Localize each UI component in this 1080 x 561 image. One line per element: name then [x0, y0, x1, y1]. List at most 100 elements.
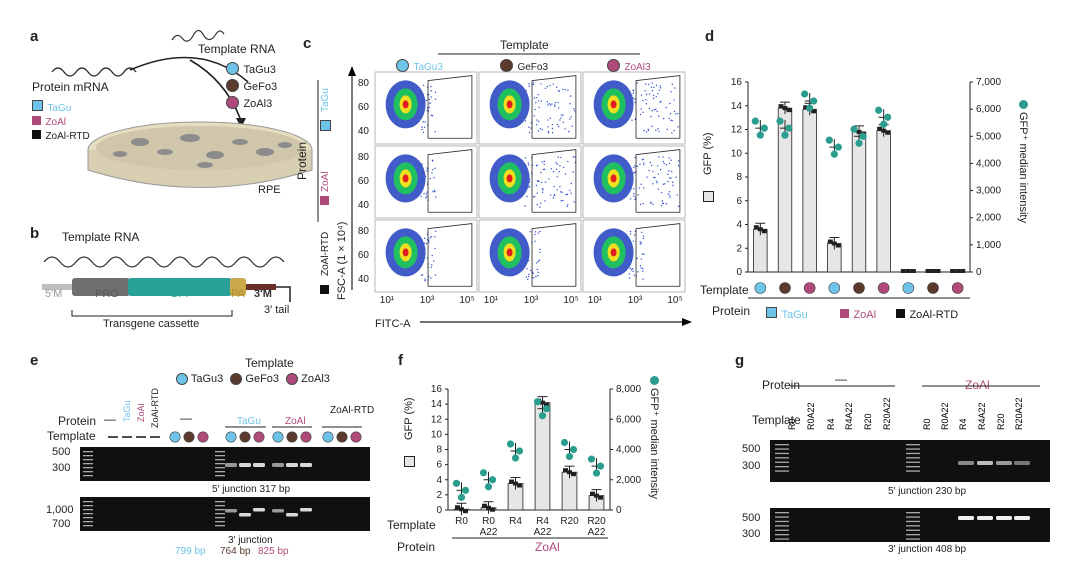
flow-event: [434, 98, 437, 100]
bar-point: [831, 241, 837, 246]
bar-point: [509, 479, 514, 484]
flow-gate: [635, 75, 681, 139]
flow-event: [657, 173, 660, 175]
flow-event: [422, 104, 424, 106]
e-group-dash: —: [180, 411, 192, 425]
flow-event: [434, 236, 436, 238]
bar-point: [459, 507, 464, 512]
flow-event: [634, 156, 636, 159]
flow-y-tick: 60: [358, 176, 370, 187]
legend-template-gefo3: GeFo3: [226, 77, 277, 95]
flow-event: [431, 264, 433, 266]
e-junction5: 5′ junction 317 bp: [212, 484, 291, 495]
tick-label-left: 8: [436, 445, 442, 456]
flow-event: [536, 192, 538, 194]
flow-event: [558, 90, 561, 92]
ladder-band: [83, 521, 93, 523]
ladder-band: [906, 470, 920, 472]
flow-event: [554, 104, 556, 106]
flow-event: [536, 119, 538, 121]
flow-event: [424, 278, 426, 280]
flow-event: [540, 83, 542, 85]
flow-event: [669, 102, 671, 105]
flow-event: [670, 177, 672, 179]
flow-event: [529, 231, 531, 233]
flow-event: [420, 178, 422, 181]
flow-event: [642, 270, 644, 272]
flow-event: [668, 162, 671, 165]
median-point: [855, 139, 863, 147]
flow-event: [557, 156, 559, 158]
flow-x-tick: 10¹: [380, 295, 395, 306]
tick-label-right: 1,000: [976, 240, 1001, 251]
flow-event: [569, 118, 571, 120]
flow-event: [430, 114, 433, 117]
flow-event: [431, 115, 434, 117]
flow-event: [665, 106, 667, 109]
flow-event: [556, 163, 558, 165]
flow-event: [663, 162, 665, 165]
flow-event: [639, 203, 642, 206]
flow-event: [540, 100, 543, 102]
template-circle: [225, 431, 237, 443]
flow-event: [420, 181, 423, 183]
flow-event: [528, 132, 531, 134]
legend-protein-zoal-rtd: ZoAl-RTD: [32, 126, 90, 144]
flow-event: [543, 168, 546, 171]
ladder-band: [906, 452, 920, 455]
ladder-band: [83, 463, 93, 465]
flow-event: [550, 168, 553, 170]
ladder-band: [83, 455, 93, 457]
flow-event: [652, 170, 654, 173]
flow-event: [628, 94, 631, 96]
circle-icon: [226, 62, 239, 76]
square-icon: [320, 120, 331, 131]
right-end-label: 3′M: [254, 288, 272, 300]
flow-event: [667, 180, 669, 183]
tick-label-left: 6: [736, 196, 742, 207]
median-point: [825, 136, 833, 144]
flow-gate: [531, 223, 577, 287]
median-point: [830, 150, 838, 158]
flow-event: [564, 173, 567, 175]
ladder-band: [215, 471, 225, 473]
flow-event: [430, 277, 432, 279]
flow-event: [420, 195, 422, 198]
flow-event: [530, 269, 532, 272]
flow-gate: [531, 75, 577, 139]
flow-event: [434, 196, 437, 198]
template-label: R20: [560, 516, 579, 527]
band-3prime: [286, 513, 298, 517]
flow-event: [667, 193, 669, 195]
bar-point: [910, 269, 916, 273]
flow-event: [564, 88, 566, 91]
tick-label-left: 4: [736, 220, 742, 231]
tick-label-right: 5,000: [976, 131, 1001, 142]
ladder-band: [215, 513, 225, 515]
flow-event: [633, 192, 635, 195]
flow-event: [556, 176, 558, 178]
tick-label-left: 4: [436, 475, 442, 486]
flow-density-core: [506, 100, 513, 109]
band-3prime: [996, 516, 1012, 520]
flow-event: [655, 96, 657, 98]
flow-event: [642, 158, 644, 160]
flow-y-tick: 60: [358, 250, 370, 261]
flow-event: [428, 241, 430, 243]
flow-event: [645, 93, 648, 96]
flow-event: [530, 122, 532, 124]
template-circle: [779, 282, 791, 294]
median-point: [806, 104, 814, 112]
panel-c-label: c: [303, 35, 312, 52]
template-circle: [197, 431, 209, 443]
flow-event: [653, 86, 655, 89]
flow-event: [528, 178, 531, 181]
template-label: R20: [863, 413, 873, 430]
flow-event: [554, 102, 557, 104]
flow-event: [549, 84, 551, 87]
flow-event: [547, 130, 549, 133]
square-icon: [703, 191, 714, 202]
template-label: R0: [787, 418, 797, 430]
flow-event: [643, 129, 645, 132]
circle-icon: [230, 373, 243, 386]
